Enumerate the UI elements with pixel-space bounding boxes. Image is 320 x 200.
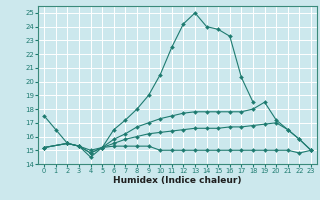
X-axis label: Humidex (Indice chaleur): Humidex (Indice chaleur) [113,176,242,185]
